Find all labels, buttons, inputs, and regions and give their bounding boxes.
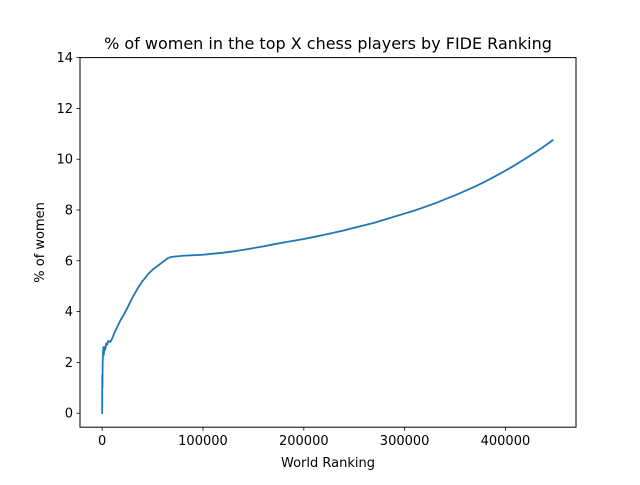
y-tick-label: 6 (65, 254, 73, 269)
y-tick-label: 8 (65, 204, 73, 219)
series-line-0 (101, 139, 554, 415)
x-axis: 0 100000 200000 300000 400000 (98, 427, 530, 449)
x-tick-label: 100000 (178, 434, 228, 449)
chart-title: % of women in the top X chess players by… (104, 34, 552, 53)
x-tick-label: 200000 (279, 434, 329, 449)
y-tick-label: 2 (65, 356, 73, 371)
x-tick-label: 400000 (481, 434, 531, 449)
x-tick-label: 0 (98, 434, 106, 449)
y-tick-label: 10 (56, 153, 73, 168)
y-axis: 0 2 4 6 8 10 12 14 (56, 51, 80, 422)
y-tick-label: 12 (56, 102, 73, 117)
x-tick-label: 300000 (380, 434, 430, 449)
y-axis-label: % of women (33, 202, 48, 283)
plot-frame (79, 57, 577, 428)
y-tick-label: 0 (65, 407, 73, 422)
y-tick-label: 4 (65, 305, 73, 320)
y-tick-label: 14 (56, 51, 73, 66)
plot-area (80, 57, 576, 428)
x-axis-label: World Ranking (281, 456, 375, 471)
series-layer (101, 139, 554, 415)
